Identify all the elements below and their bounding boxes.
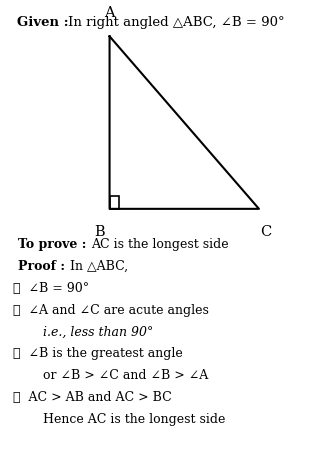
Text: In right angled △ABC, ∠B = 90°: In right angled △ABC, ∠B = 90°: [68, 16, 285, 29]
Bar: [110, 196, 119, 209]
Text: ∴  AC > AB and AC > BC: ∴ AC > AB and AC > BC: [13, 391, 172, 404]
Text: A: A: [104, 6, 115, 20]
Text: AC is the longest side: AC is the longest side: [91, 238, 229, 252]
Text: C: C: [260, 225, 271, 239]
Text: In △ABC,: In △ABC,: [70, 260, 128, 273]
Text: i.e., less than 90°: i.e., less than 90°: [43, 326, 153, 339]
Text: or ∠B > ∠C and ∠B > ∠A: or ∠B > ∠C and ∠B > ∠A: [43, 369, 208, 382]
Text: To prove :: To prove :: [18, 238, 91, 252]
Text: ∴  ∠A and ∠C are acute angles: ∴ ∠A and ∠C are acute angles: [13, 304, 209, 317]
Text: Proof :: Proof :: [18, 260, 70, 273]
Text: Hence AC is the longest side: Hence AC is the longest side: [43, 413, 225, 426]
Text: ∵  ∠B = 90°: ∵ ∠B = 90°: [13, 282, 89, 295]
Text: B: B: [94, 225, 105, 239]
Text: ∴  ∠B is the greatest angle: ∴ ∠B is the greatest angle: [13, 347, 183, 360]
Text: Given :: Given :: [17, 16, 73, 29]
